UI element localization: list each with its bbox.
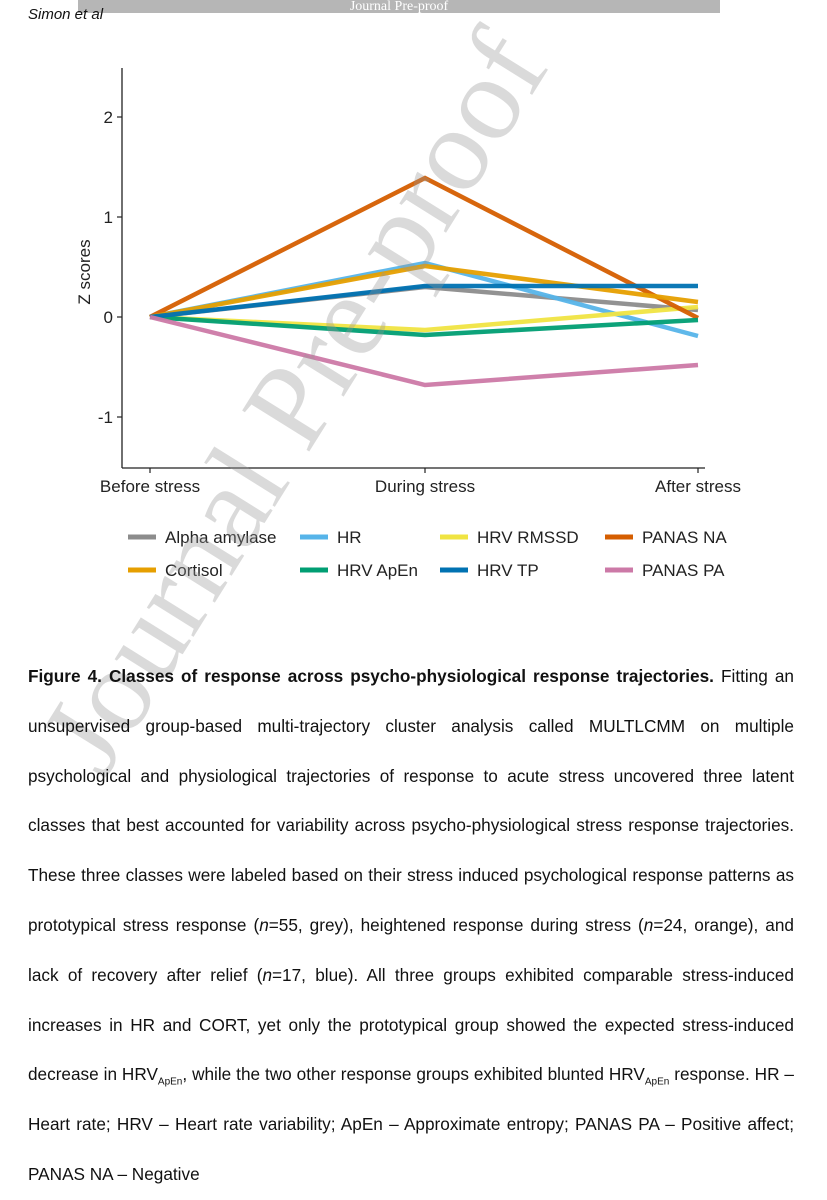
caption-text-6: response. HR – Heart rate; HRV – Heart r… xyxy=(28,1064,794,1184)
legend-label: HRV RMSSD xyxy=(477,528,579,547)
legend-label: HRV ApEn xyxy=(337,561,418,580)
series-line xyxy=(148,175,700,321)
caption-subscript-1: ApEn xyxy=(157,1076,183,1088)
caption-text-1: Fitting an unsupervised group-based mult… xyxy=(28,666,794,935)
caption-subscript-2: ApEn xyxy=(644,1076,670,1088)
x-tick-label: After stress xyxy=(655,477,741,496)
series-line xyxy=(149,263,699,320)
y-tick-label: 2 xyxy=(104,108,113,127)
series-line xyxy=(149,283,698,320)
caption-n-1: n xyxy=(259,914,269,935)
caption-text-3: =24, orange), and lack of recovery after… xyxy=(28,914,794,985)
legend-label: PANAS NA xyxy=(642,528,727,547)
legend-label: PANAS PA xyxy=(642,561,725,580)
caption-text-2: =55, grey), heightened response during s… xyxy=(268,914,644,935)
x-tick-label: During stress xyxy=(375,477,475,496)
legend-label: Alpha amylase xyxy=(165,528,277,547)
x-tick-label: Before stress xyxy=(100,477,200,496)
chart-legend: Alpha amylase HR HRV RMSSD PANAS NA Cortisol… xyxy=(128,528,727,580)
series-line xyxy=(149,314,699,388)
y-tick-label: 1 xyxy=(104,208,113,227)
caption-text-4: =17, blue). All three groups exhibited c… xyxy=(28,964,794,1085)
figure-caption: Figure 4. Classes of response across psy… xyxy=(28,652,794,1200)
chart-series-lines xyxy=(148,175,700,388)
running-header-author: Simon et al xyxy=(28,6,104,23)
legend-label: HR xyxy=(337,528,362,547)
chart-axes xyxy=(121,68,705,469)
caption-n-2: n xyxy=(643,914,654,935)
journal-banner: Journal Pre-proof xyxy=(78,0,720,13)
caption-text-5: , while the two other response groups ex… xyxy=(182,1064,645,1085)
y-axis-label: Z scores xyxy=(75,239,94,304)
caption-n-3: n xyxy=(262,964,273,985)
y-tick-label: 0 xyxy=(104,308,113,327)
trajectory-line-chart: -1 0 1 2 Before stress During stress After str… xyxy=(75,68,741,580)
chart-ticks: -1 0 1 2 Before stress During stress After str… xyxy=(98,108,741,496)
figure-label: Figure 4. Classes of response across psy… xyxy=(28,666,714,686)
series-line xyxy=(149,314,699,338)
legend-label: HRV TP xyxy=(477,561,539,580)
y-tick-label: -1 xyxy=(98,408,113,427)
legend-label: Cortisol xyxy=(165,561,223,580)
